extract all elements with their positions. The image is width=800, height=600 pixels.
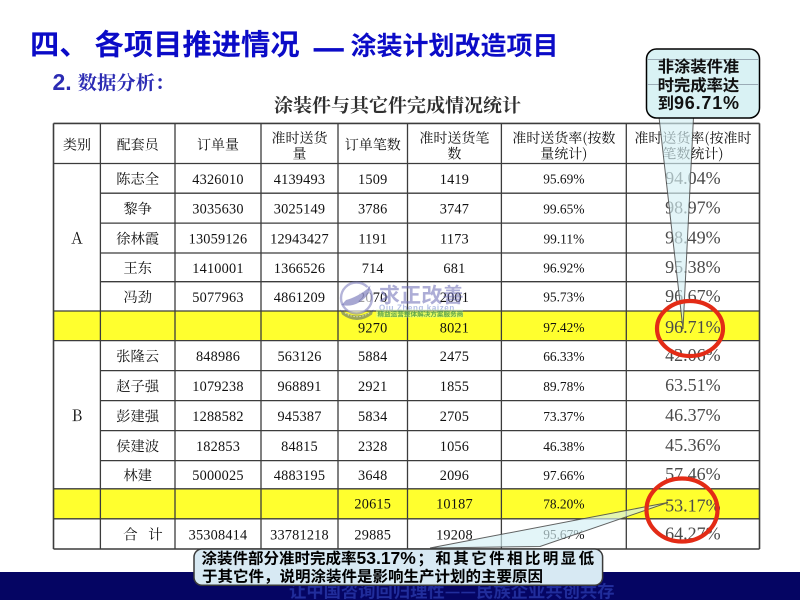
svg-text:1191: 1191 xyxy=(358,231,387,247)
svg-text:1056: 1056 xyxy=(440,439,469,455)
svg-text:5000025: 5000025 xyxy=(192,468,243,484)
svg-text:19208: 19208 xyxy=(436,527,473,543)
svg-text:96.71%: 96.71% xyxy=(665,317,721,337)
svg-text:4326010: 4326010 xyxy=(192,172,243,188)
svg-text:4883195: 4883195 xyxy=(274,468,325,484)
svg-text:5884: 5884 xyxy=(358,349,387,365)
svg-text:35308414: 35308414 xyxy=(189,527,248,543)
svg-text:1288582: 1288582 xyxy=(192,409,243,425)
svg-text:8021: 8021 xyxy=(440,320,469,336)
svg-text:97.66%: 97.66% xyxy=(543,468,584,483)
svg-text:1366526: 1366526 xyxy=(274,261,325,277)
svg-text:2096: 2096 xyxy=(440,468,469,484)
svg-text:182853: 182853 xyxy=(196,439,240,455)
svg-text:2328: 2328 xyxy=(358,439,387,455)
svg-text:97.42%: 97.42% xyxy=(543,320,584,335)
svg-text:2.: 2. xyxy=(53,69,72,95)
svg-text:1855: 1855 xyxy=(440,379,469,395)
svg-text:2705: 2705 xyxy=(440,409,469,425)
svg-text:84815: 84815 xyxy=(281,439,318,455)
svg-text:95.38%: 95.38% xyxy=(665,257,721,277)
svg-text:89.78%: 89.78% xyxy=(543,379,584,394)
svg-text:1410001: 1410001 xyxy=(192,261,243,277)
svg-text:4139493: 4139493 xyxy=(274,172,325,188)
svg-text:45.36%: 45.36% xyxy=(665,435,721,455)
svg-text:2921: 2921 xyxy=(358,379,387,395)
svg-text:12943427: 12943427 xyxy=(270,231,329,247)
svg-text:46.38%: 46.38% xyxy=(543,439,584,454)
svg-text:1509: 1509 xyxy=(358,172,387,188)
svg-text:563126: 563126 xyxy=(277,349,321,365)
svg-text:95.69%: 95.69% xyxy=(543,172,584,187)
svg-text:848986: 848986 xyxy=(196,349,240,365)
svg-text:66.33%: 66.33% xyxy=(543,349,584,364)
svg-text:5834: 5834 xyxy=(358,409,387,425)
svg-text:29885: 29885 xyxy=(354,527,391,543)
svg-text:3747: 3747 xyxy=(440,202,469,218)
svg-text:1173: 1173 xyxy=(440,231,469,247)
svg-text:3786: 3786 xyxy=(358,202,387,218)
svg-text:33781218: 33781218 xyxy=(270,527,329,543)
svg-text:1419: 1419 xyxy=(440,172,469,188)
svg-text:945387: 945387 xyxy=(277,409,321,425)
svg-text:714: 714 xyxy=(362,261,384,277)
svg-text:53.17%: 53.17% xyxy=(357,548,417,568)
svg-text:1079238: 1079238 xyxy=(192,379,243,395)
svg-text:46.37%: 46.37% xyxy=(665,405,721,425)
svg-text:96.71%: 96.71% xyxy=(674,93,740,113)
svg-text:63.51%: 63.51% xyxy=(665,375,721,395)
svg-text:99.65%: 99.65% xyxy=(543,201,584,216)
svg-text:3025149: 3025149 xyxy=(274,202,325,218)
svg-text:3648: 3648 xyxy=(358,468,387,484)
svg-text:5077963: 5077963 xyxy=(192,290,243,306)
svg-text:681: 681 xyxy=(443,261,465,277)
svg-text:968891: 968891 xyxy=(277,379,321,395)
svg-text:64.27%: 64.27% xyxy=(665,523,721,543)
svg-text:95.73%: 95.73% xyxy=(543,290,584,305)
svg-text:73.37%: 73.37% xyxy=(543,409,584,424)
svg-text:Qiu Zheng kaizen: Qiu Zheng kaizen xyxy=(379,304,455,313)
svg-text:53.17%: 53.17% xyxy=(665,496,721,516)
svg-text:9270: 9270 xyxy=(358,320,387,336)
svg-text:3035630: 3035630 xyxy=(192,202,243,218)
svg-text:99.11%: 99.11% xyxy=(543,231,584,246)
svg-text:20615: 20615 xyxy=(354,497,391,513)
svg-text:10187: 10187 xyxy=(436,497,473,513)
svg-text:13059126: 13059126 xyxy=(189,231,248,247)
svg-text:96.92%: 96.92% xyxy=(543,261,584,276)
svg-text:4861209: 4861209 xyxy=(274,290,325,306)
svg-text:2475: 2475 xyxy=(440,349,469,365)
svg-text:78.20%: 78.20% xyxy=(543,496,584,511)
